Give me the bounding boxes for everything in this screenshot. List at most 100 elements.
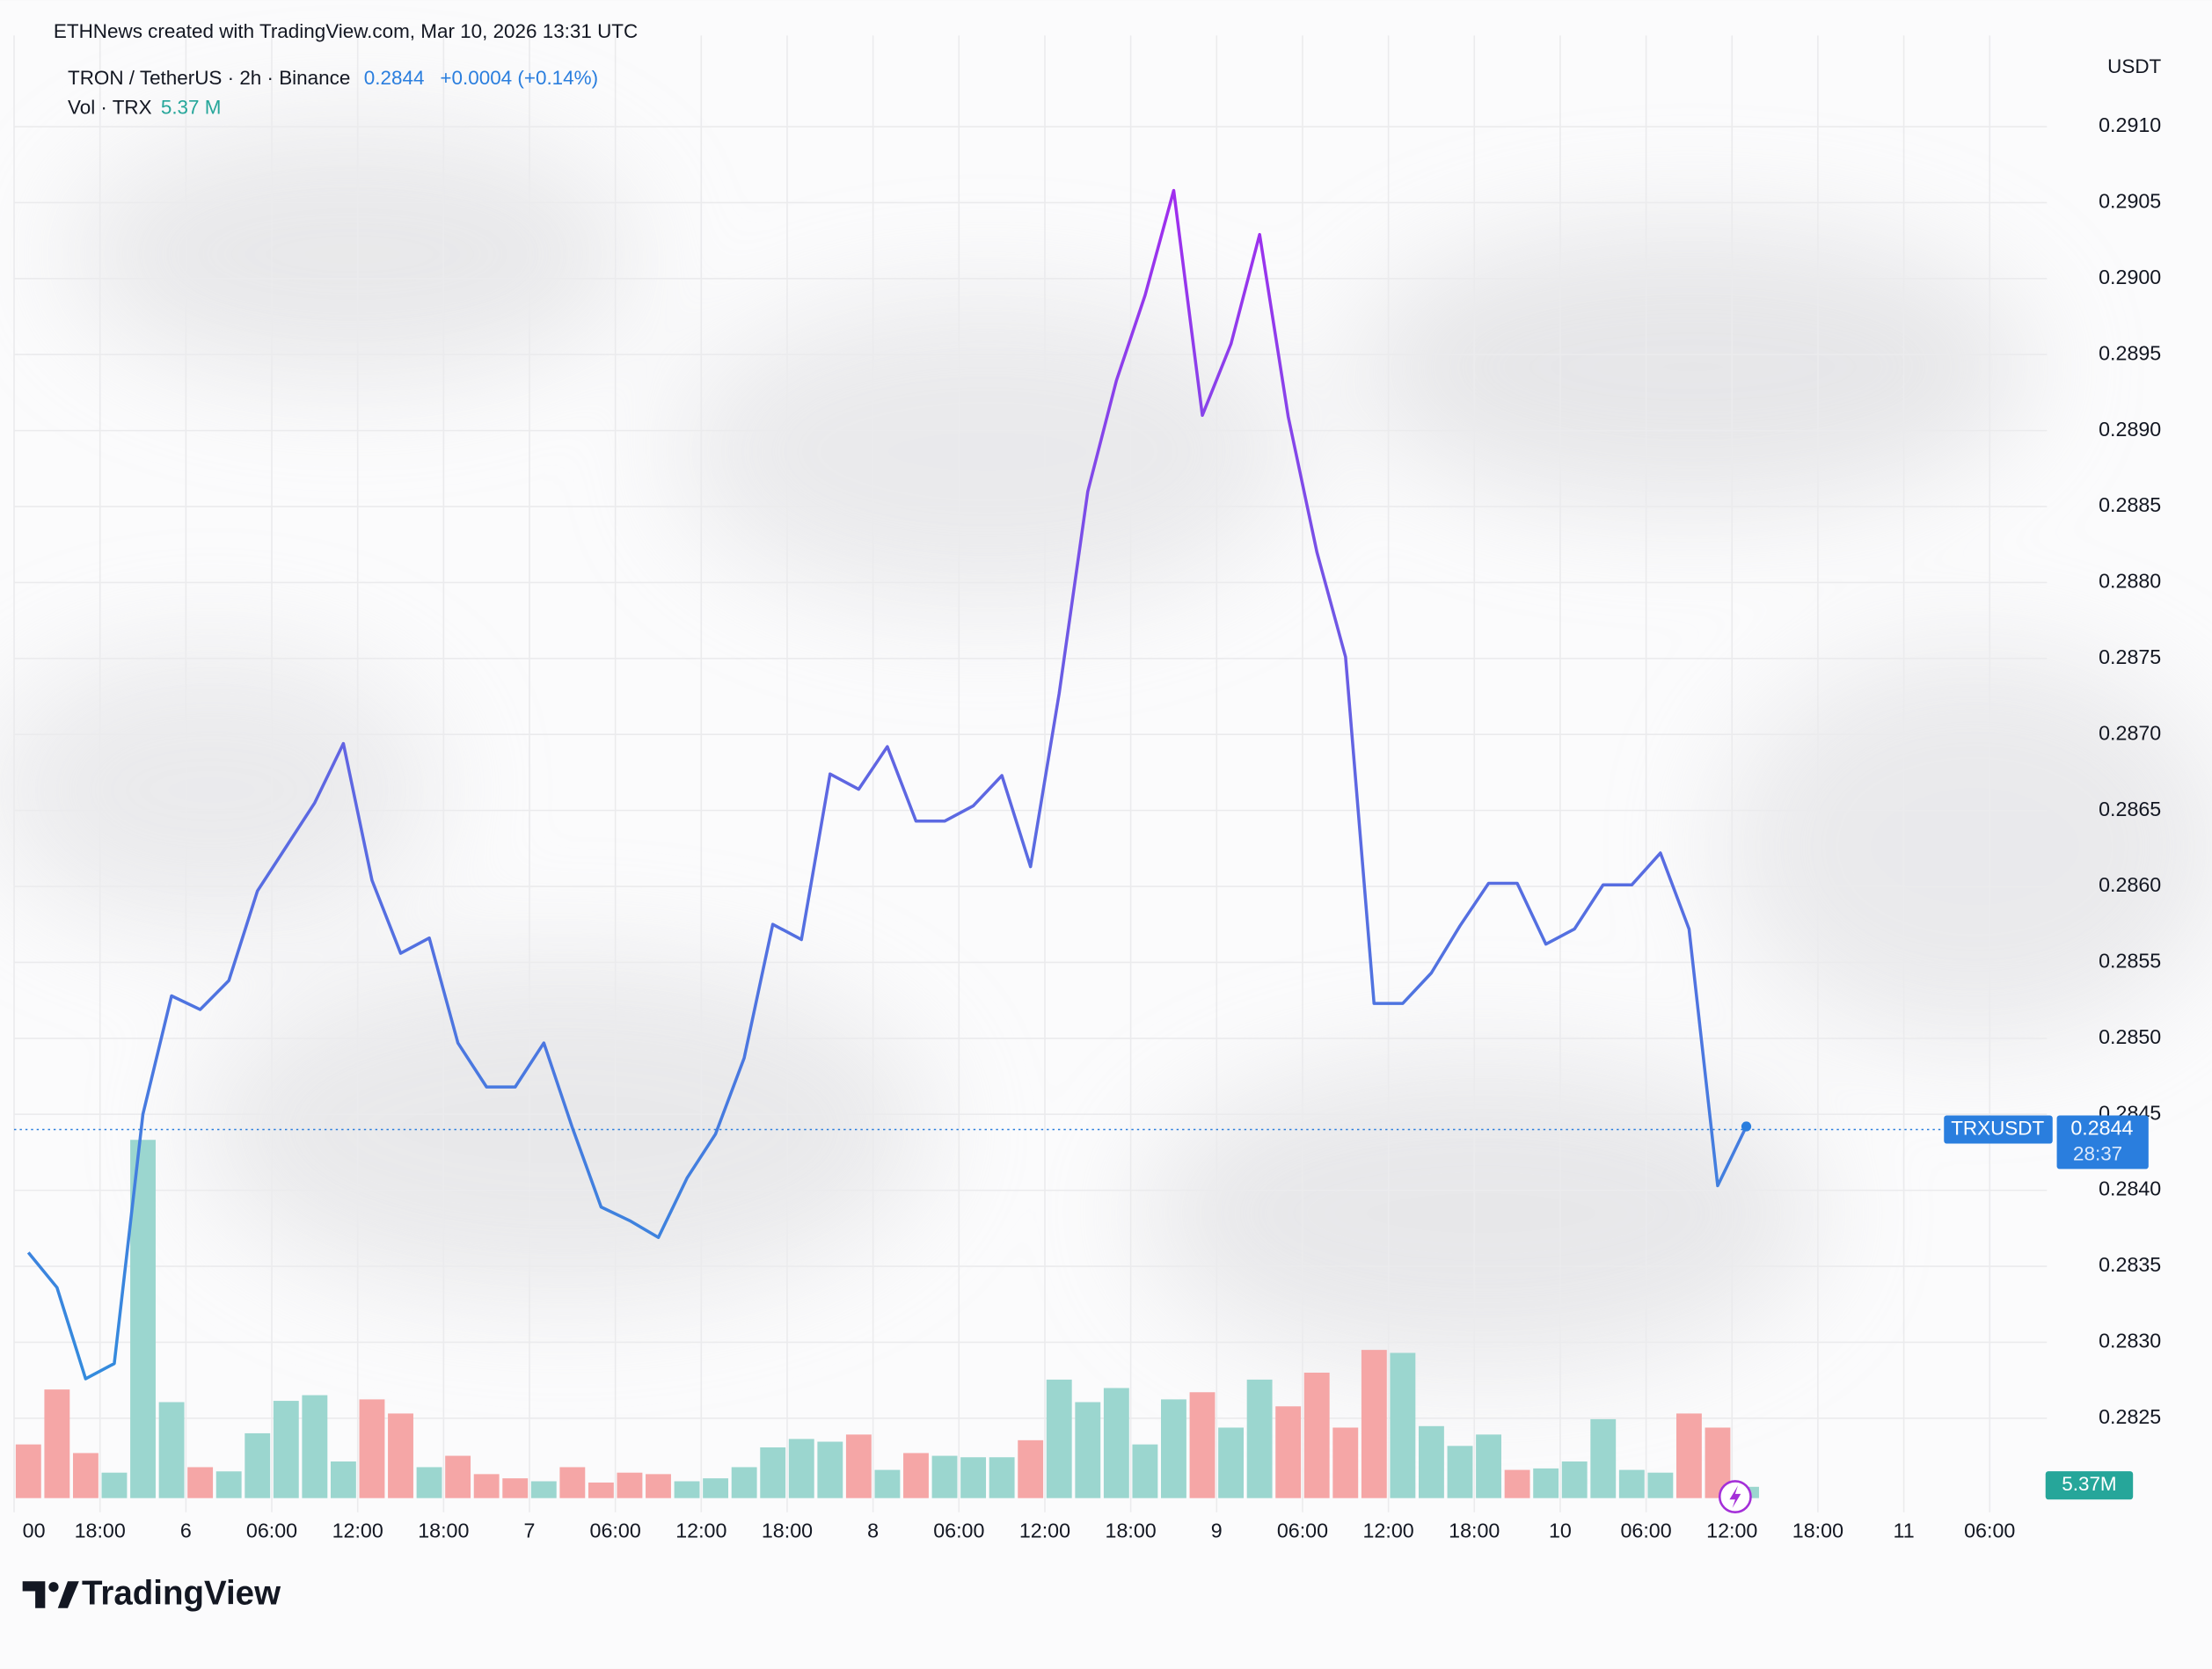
volume-bar [1476, 1434, 1501, 1498]
x-tick-label: 11 [1893, 1519, 1914, 1541]
volume-bar [72, 1453, 99, 1498]
price-line-layer [26, 188, 1752, 1381]
volume-bar [1132, 1444, 1158, 1498]
countdown: 28:37 [2073, 1142, 2122, 1164]
volume-bar [1218, 1427, 1244, 1498]
y-tick-label: 0.2850 [2099, 1025, 2161, 1048]
volume-bar [1018, 1439, 1044, 1498]
volume-bar [1647, 1472, 1674, 1498]
brand-name: TradingView [82, 1575, 281, 1613]
volume-bar [731, 1467, 757, 1498]
volume-bar [617, 1472, 643, 1498]
x-tick-label: 18:00 [1449, 1519, 1500, 1541]
x-tick-label: 12:00 [332, 1519, 383, 1541]
volume-bar [473, 1474, 500, 1498]
volume-bar [187, 1467, 214, 1498]
volume-bar [388, 1413, 413, 1498]
price-badge-label: 0.2844 [2070, 1117, 2133, 1140]
volume-bar [788, 1439, 814, 1498]
x-tick-label: 06:00 [1277, 1519, 1328, 1541]
x-tick-label: 06:00 [1620, 1519, 1671, 1541]
price-line [26, 188, 1748, 1381]
volume-legend: 5.37 M [161, 97, 222, 119]
x-tick-label: 12:00 [1363, 1519, 1414, 1541]
volume-bar [1675, 1413, 1702, 1498]
volume-bar [330, 1461, 356, 1498]
volume-bar [215, 1471, 242, 1498]
legend-change: +0.0004 (+0.14%) [440, 67, 598, 89]
y-tick-label: 0.2885 [2099, 493, 2161, 516]
x-tick-label: 18:00 [1792, 1519, 1843, 1541]
volume-bar [903, 1453, 929, 1498]
x-tick-label: 6 [180, 1519, 192, 1541]
volume-bar [588, 1482, 614, 1498]
x-tick-label: 18:00 [762, 1519, 813, 1541]
volume-bar [1246, 1379, 1273, 1498]
brand-logo: TradingView [22, 1575, 281, 1613]
y-tick-label: 0.2900 [2099, 266, 2161, 288]
volume-bar [874, 1469, 901, 1498]
x-tick-label: 12:00 [1706, 1519, 1757, 1541]
volume-bar [44, 1389, 70, 1498]
ticker-label: TRXUSDT [1951, 1117, 2044, 1139]
x-tick-label: 7 [524, 1519, 536, 1541]
symbol: TRON / TetherUS · 2h · Binance [68, 67, 350, 89]
volume-bar [530, 1481, 557, 1498]
volume-badge [2045, 1471, 2134, 1500]
y-tick-label: 0.2870 [2099, 721, 2161, 744]
volume-bar [703, 1478, 729, 1498]
volume-bar [1561, 1461, 1588, 1498]
volume-bar [1332, 1427, 1359, 1498]
x-tick-label: 12:00 [675, 1519, 726, 1541]
alert-icon [1718, 1480, 1752, 1513]
y-tick-label: 0.2895 [2099, 341, 2161, 364]
volume-bar [445, 1455, 471, 1498]
volume-bar [1275, 1406, 1302, 1498]
volume-badge-label: 5.37M [2062, 1473, 2116, 1495]
y-tick-label: 0.2890 [2099, 418, 2161, 441]
y-tick-label: 0.2825 [2099, 1405, 2161, 1428]
volume-bar [1533, 1468, 1559, 1498]
volume-bar [1590, 1418, 1617, 1498]
volume-bar [1303, 1372, 1330, 1498]
x-tick-label: 06:00 [246, 1519, 297, 1541]
volume-bar [1419, 1425, 1444, 1498]
volume-bar [416, 1467, 442, 1498]
volume-bar [1390, 1352, 1416, 1498]
volume-bar [302, 1395, 328, 1498]
y-tick-label: 0.2840 [2099, 1177, 2161, 1200]
x-tick-label: 06:00 [933, 1519, 984, 1541]
ticker-badge [1944, 1115, 2053, 1144]
volume-bar [1189, 1392, 1216, 1498]
volume-bar [245, 1432, 271, 1498]
grid [13, 35, 2048, 1512]
volume-name: Vol · TRX [68, 97, 152, 119]
volume-bar [1103, 1388, 1129, 1498]
volume-bar [273, 1401, 299, 1498]
volume-bar [960, 1457, 987, 1498]
x-tick-label: 00 [23, 1519, 46, 1541]
price-badge [2056, 1115, 2149, 1170]
volume-bar [502, 1478, 529, 1498]
x-tick-label: 06:00 [1964, 1519, 2015, 1541]
y-tick-label: 0.2830 [2099, 1330, 2161, 1352]
x-tick-label: 8 [867, 1519, 879, 1541]
y-tick-label: 0.2880 [2099, 570, 2161, 593]
volume-bar [931, 1455, 958, 1498]
x-tick-label: 10 [1549, 1519, 1572, 1541]
volume-bar [101, 1472, 128, 1498]
volume-bar [1361, 1350, 1387, 1498]
x-tick-label: 18:00 [75, 1519, 126, 1541]
axis-unit: USDT [2107, 55, 2161, 77]
volume-bar [1075, 1402, 1101, 1498]
volume-bar [359, 1399, 385, 1498]
y-tick-label: 0.2865 [2099, 798, 2161, 820]
volume-bar [158, 1402, 185, 1498]
volume-bar [1504, 1469, 1530, 1498]
volume-bar [1046, 1379, 1072, 1498]
x-tick-label: 06:00 [590, 1519, 641, 1541]
volume-bar [760, 1447, 786, 1498]
x-tick-label: 9 [1211, 1519, 1223, 1541]
